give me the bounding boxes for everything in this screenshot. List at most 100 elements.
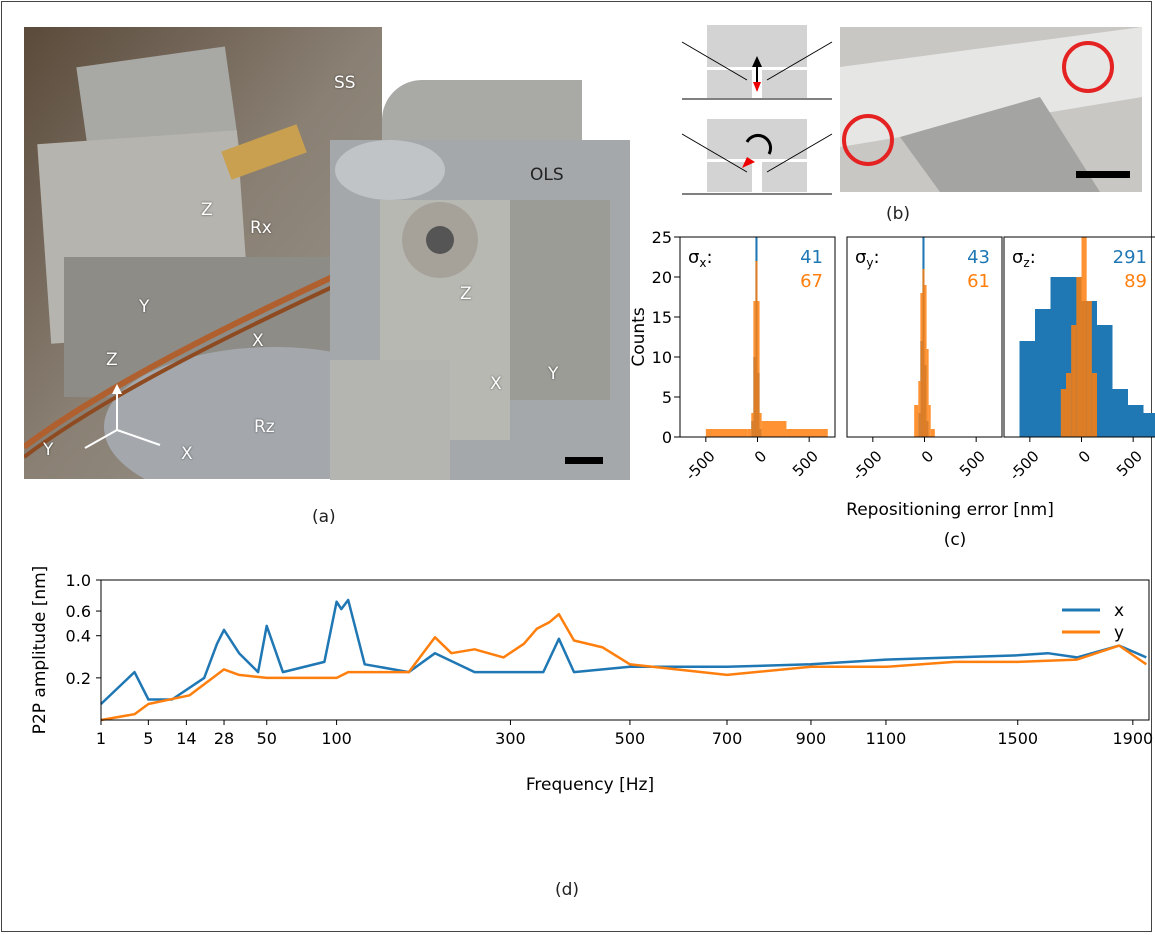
ytick-label: 25 — [652, 228, 672, 247]
sigma-label: σx: — [688, 247, 713, 270]
histogram-bar-blue — [1128, 405, 1144, 437]
sigma-blue-value: 41 — [800, 247, 823, 268]
caption-c: (c) — [944, 530, 967, 550]
caption-b: (b) — [886, 204, 911, 224]
sigma-blue-value: 43 — [967, 247, 990, 268]
axis-label-p2p: P2P amplitude [nm] — [30, 566, 50, 735]
histogram-bar-orange — [755, 261, 758, 437]
sigma-orange-value: 61 — [967, 271, 990, 292]
xtick-label: 900 — [796, 729, 827, 748]
xtick-label: 500 — [1113, 447, 1146, 480]
photo-positioner — [24, 27, 382, 479]
xtick-label: 300 — [495, 729, 526, 748]
axis-label-repositioning: Repositioning error [nm] — [846, 500, 1054, 520]
axis-triad — [84, 384, 161, 449]
xtick-label: 0 — [918, 447, 937, 466]
spectrum-chart: 0.2 0.4 0.6 1.0 1 5 14 28 50 100 300 500 700 900 1100 1… — [30, 566, 1153, 795]
series-line-y — [100, 612, 1148, 722]
xtick-label: -500 — [849, 447, 886, 484]
axis-label-frequency: Frequency [Hz] — [526, 775, 654, 795]
histogram-bar-orange — [928, 405, 931, 437]
histogram-bar-orange — [924, 285, 927, 437]
xtick-label: 0 — [751, 447, 770, 466]
histogram-bar-orange — [922, 269, 925, 437]
photo-positioner-right — [330, 140, 630, 480]
photo-kinematic-mount — [840, 27, 1142, 192]
xtick-label: -500 — [682, 447, 719, 484]
histogram-bar-orange — [914, 405, 919, 437]
xtick-label: 50 — [257, 729, 277, 748]
histogram-bar-orange — [747, 429, 752, 437]
label-rz: Rz — [254, 417, 275, 437]
histogram-bar-orange — [1076, 277, 1082, 437]
histogram-bar-orange — [920, 293, 923, 437]
ytick-label: 1.0 — [66, 571, 91, 590]
xtick-label: 1500 — [997, 729, 1038, 748]
histogram-bar-blue — [1097, 325, 1113, 437]
histogram-bar-orange — [753, 301, 756, 437]
label-x-right: X — [490, 374, 502, 394]
xtick-label: 100 — [321, 729, 352, 748]
label-z-upper: Z — [201, 200, 213, 220]
kinematic-mount-diagram — [681, 25, 833, 195]
histogram-panel: Counts 0 5 10 15 20 25 σx: 41 67 -500 0 500 σy: 43 61 -5… — [630, 228, 1155, 550]
xtick-label: 700 — [712, 729, 743, 748]
axis-label-x: X — [181, 444, 193, 464]
label-ss: SS — [334, 73, 356, 93]
xtick-label: 5 — [143, 729, 153, 748]
sigma-orange-value: 67 — [800, 271, 823, 292]
histogram-bar-orange — [705, 429, 748, 437]
histogram-bar-orange — [761, 421, 787, 437]
histogram-bar-blue — [1112, 389, 1128, 437]
histogram-bar-blue — [1143, 413, 1155, 437]
label-z-right: Z — [460, 284, 472, 304]
axis-label-counts: Counts — [630, 307, 649, 366]
histogram-bar-orange — [926, 349, 929, 437]
sigma-blue-value: 291 — [1113, 247, 1147, 268]
sigma-label: σy: — [855, 247, 880, 270]
label-ols: OLS — [530, 165, 564, 185]
caption-a: (a) — [312, 507, 336, 527]
ytick-label: 0.4 — [66, 627, 91, 646]
plot-frame — [100, 579, 1150, 721]
ytick-label: 20 — [652, 268, 672, 287]
label-y-upper: Y — [139, 297, 150, 317]
histogram-bar-orange — [757, 301, 760, 437]
histogram-bar-orange — [759, 413, 762, 437]
histogram-bar-orange — [1091, 373, 1097, 437]
series-line-x — [100, 598, 1147, 705]
legend-label-x: x — [1114, 601, 1124, 621]
sigma-label: σz: — [1012, 247, 1036, 270]
xtick-label: 500 — [956, 447, 989, 480]
ytick-label: 15 — [652, 308, 672, 327]
ytick-label: 0.2 — [66, 669, 91, 688]
histogram-bar-orange — [1066, 373, 1072, 437]
histogram-bar-orange — [1060, 389, 1066, 437]
xtick-label: 500 — [789, 447, 822, 480]
sigma-orange-value: 89 — [1124, 271, 1147, 292]
histogram-bar-blue — [1019, 341, 1035, 437]
xtick-label: 500 — [615, 729, 646, 748]
xtick-label: 1 — [96, 729, 106, 748]
histogram-bar-orange — [1086, 301, 1092, 437]
scale-bar — [565, 457, 603, 464]
histogram-bar-orange — [786, 429, 828, 437]
xtick-label: -500 — [1006, 447, 1043, 484]
histogram-bar-blue — [1035, 309, 1051, 437]
axis-label-y: Y — [43, 440, 54, 460]
ytick-label: 10 — [652, 348, 672, 367]
histogram-bar-orange — [1081, 237, 1087, 437]
legend-label-y: y — [1114, 623, 1124, 643]
ols-photo-top — [382, 80, 582, 140]
histogram-bar-orange — [930, 429, 935, 437]
xtick-label: 14 — [176, 729, 196, 748]
label-y-right: Y — [548, 364, 559, 384]
histogram-bar-orange — [1071, 325, 1077, 437]
ytick-label: 0.6 — [66, 602, 91, 621]
histogram-bar-orange — [751, 413, 754, 437]
xtick-label: 1900 — [1112, 729, 1153, 748]
xtick-label: 0 — [1075, 447, 1094, 466]
axis-label-z: Z — [106, 350, 118, 370]
label-x-upper: X — [252, 331, 264, 351]
